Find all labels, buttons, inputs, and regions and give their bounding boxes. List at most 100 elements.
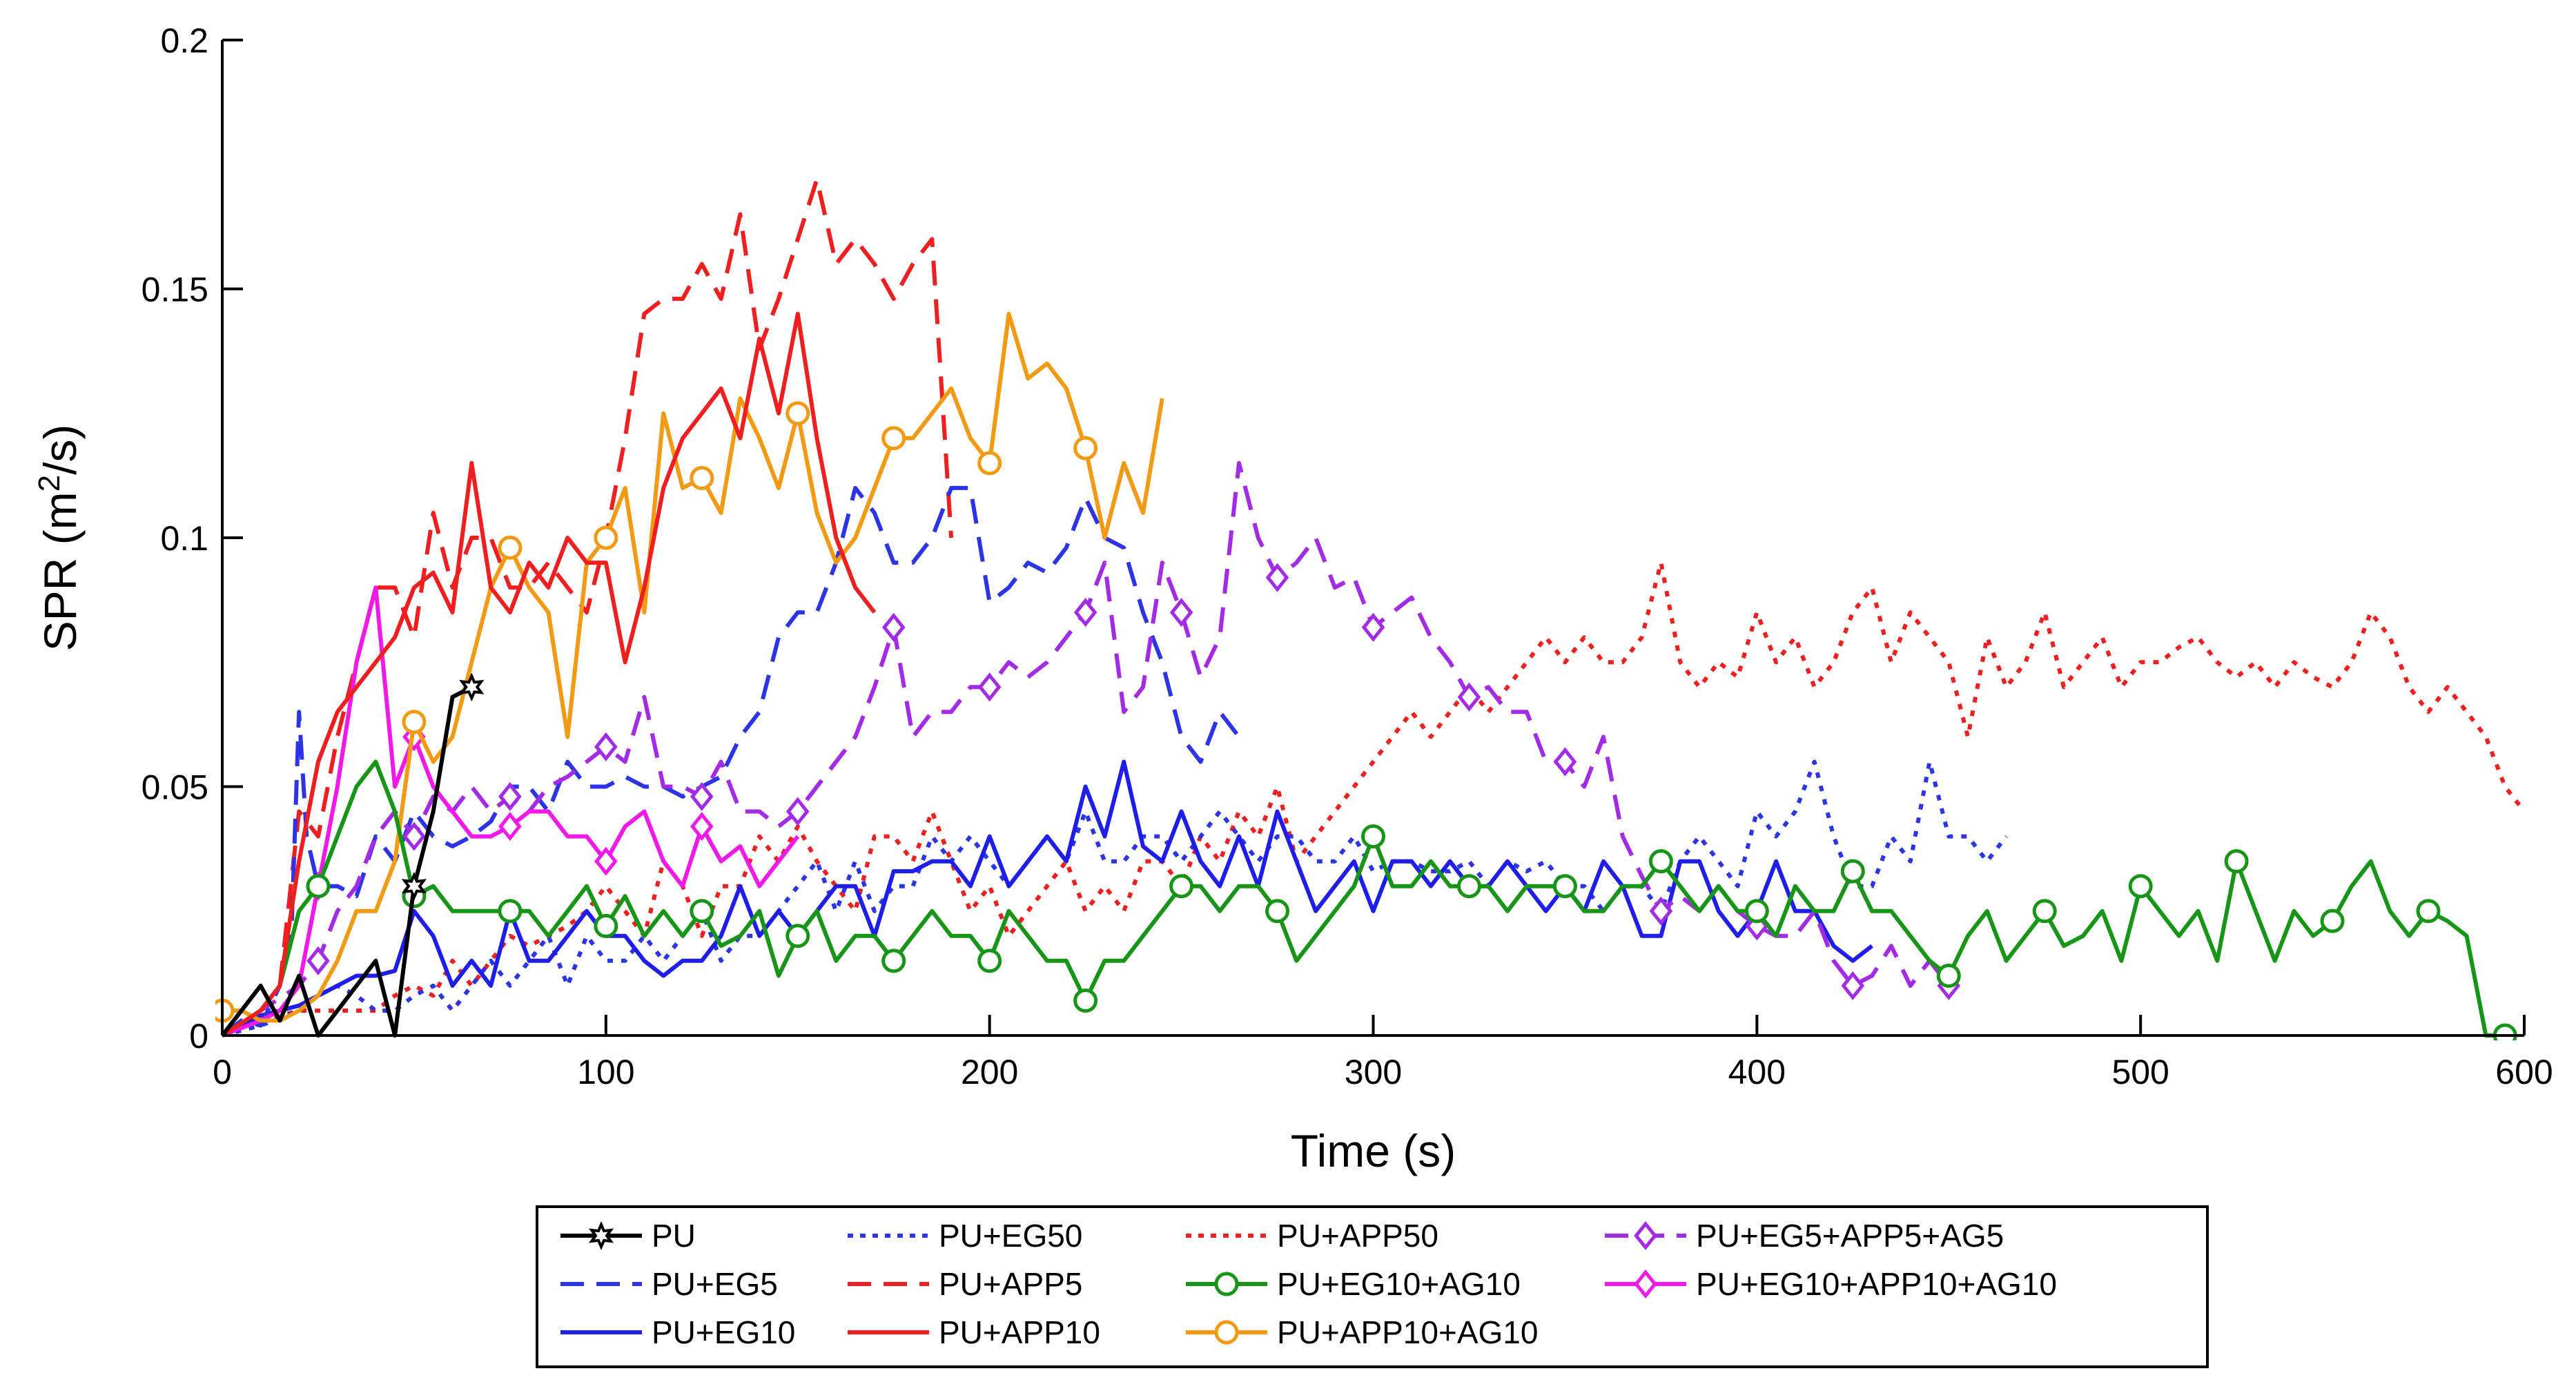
data-point <box>1840 859 1865 884</box>
legend-label: PU+EG10 <box>652 1314 795 1350</box>
data-point <box>1553 747 1577 777</box>
series-pu-eg10 <box>221 759 1873 1038</box>
series-line <box>221 485 1241 1038</box>
x-tick-label: 300 <box>1345 1053 1402 1091</box>
legend-label: PU <box>652 1218 696 1254</box>
data-point <box>690 465 714 490</box>
legend-item-pu-eg5: PU+EG5 <box>560 1266 778 1302</box>
y-tick-label: 0.2 <box>160 21 208 60</box>
x-tick-label: 600 <box>2495 1053 2553 1091</box>
y-axis-title-unit: /s) <box>35 425 86 475</box>
series-line <box>221 561 2526 1038</box>
legend-label: PU+EG5 <box>652 1266 778 1302</box>
x-axis-title: Time (s) <box>1291 1125 1456 1176</box>
legend-marker <box>1214 1272 1239 1296</box>
x-tick-label: 0 <box>213 1053 232 1091</box>
legend-item-pu-eg50: PU+EG50 <box>848 1218 1082 1254</box>
series-pu-eg50 <box>222 759 2008 1038</box>
data-point <box>498 899 523 924</box>
data-point <box>2320 908 2345 933</box>
data-point <box>459 672 485 702</box>
data-point <box>1936 963 1961 988</box>
data-point <box>1457 682 1481 712</box>
data-point <box>2224 849 2249 874</box>
legend-marker <box>1634 1269 1657 1299</box>
data-point <box>1361 612 1385 642</box>
data-point <box>1073 598 1097 628</box>
data-point <box>1073 989 1098 1013</box>
series-line <box>221 311 877 1038</box>
x-tick-label: 100 <box>577 1053 634 1091</box>
data-point <box>594 525 618 550</box>
data-point <box>402 821 426 851</box>
data-point <box>2128 874 2153 899</box>
data-point <box>1649 896 1673 926</box>
data-point <box>402 710 427 735</box>
y-axis-title-superscript: 2 <box>32 475 66 492</box>
legend-item-pu: PU <box>560 1218 696 1254</box>
data-point <box>498 781 522 811</box>
series-pu-eg5 <box>221 485 1241 1038</box>
data-point <box>306 874 331 899</box>
data-point <box>977 672 1002 702</box>
series-pu-eg5-app5-ag5 <box>221 460 1961 1038</box>
data-point <box>690 781 714 811</box>
legend-label: PU+APP50 <box>1277 1218 1438 1254</box>
data-point <box>594 913 618 938</box>
data-point <box>977 949 1002 973</box>
legend-item-pu-eg10: PU+EG10 <box>560 1314 795 1350</box>
legend-label: PU+EG10+AG10 <box>1277 1266 1521 1302</box>
data-point <box>1169 874 1194 899</box>
legend-box <box>536 1205 2209 1368</box>
series-line <box>221 177 954 1038</box>
series-line <box>221 759 1873 1038</box>
legend-label: PU+EG5+APP5+AG5 <box>1696 1218 2004 1254</box>
series-pu-eg10-ag10 <box>221 759 2517 1040</box>
data-point <box>1361 824 1385 849</box>
series-pu-app50 <box>221 561 2526 1038</box>
series-pu <box>220 672 485 1038</box>
legend-label: PU+EG50 <box>939 1218 1082 1254</box>
data-point <box>690 899 714 924</box>
legend-item-pu-eg10-ag10: PU+EG10+AG10 <box>1186 1266 1521 1302</box>
data-point <box>594 732 618 761</box>
x-tick-label: 500 <box>2111 1053 2169 1091</box>
data-point <box>690 812 714 842</box>
y-tick-label: 0.1 <box>160 519 208 558</box>
data-point <box>1265 563 1289 592</box>
y-tick-label: 0.05 <box>142 768 208 807</box>
legend-item-pu-app50: PU+APP50 <box>1186 1218 1438 1254</box>
data-point <box>306 946 330 975</box>
data-point <box>881 426 906 451</box>
legend-label: PU+APP10 <box>939 1314 1100 1350</box>
data-point <box>1648 849 1673 874</box>
y-tick-label: 0.15 <box>142 271 208 309</box>
series-line <box>221 460 1951 1038</box>
legend-marker <box>1634 1220 1657 1251</box>
data-point <box>1744 899 1769 924</box>
x-tick-label: 400 <box>1728 1053 1786 1091</box>
legend: PU PU+EG5 PU+EG10 PU+EG50 PU+APP5 PU+APP10 PU+… <box>536 1205 2209 1368</box>
legend-item-pu-eg10-app10-ag10: PU+EG10+APP10+AG10 <box>1605 1266 2057 1302</box>
legend-item-pu-app10: PU+APP10 <box>848 1314 1100 1350</box>
series-line <box>222 759 2008 1038</box>
legend-item-pu-app10-ag10: PU+APP10+AG10 <box>1186 1314 1538 1350</box>
x-tick-label: 200 <box>961 1053 1018 1091</box>
legend-marker <box>588 1221 614 1250</box>
ticks: 0 100 200 300 400 500 600 0 0.05 0.1 0.15 0.2 <box>142 21 2553 1091</box>
data-point <box>1552 874 1577 899</box>
series-pu-app10 <box>221 311 877 1038</box>
legend-label: PU+APP10+AG10 <box>1277 1314 1538 1350</box>
series-pu-app5 <box>221 177 954 1038</box>
data-point <box>2416 899 2441 924</box>
series-line <box>221 759 2506 1038</box>
data-point <box>594 846 618 876</box>
data-point <box>786 401 810 426</box>
data-point <box>1456 874 1481 899</box>
data-point <box>881 612 906 642</box>
data-point <box>977 451 1002 476</box>
series-layer <box>215 177 2526 1040</box>
data-point <box>881 949 906 973</box>
data-point <box>786 924 810 949</box>
